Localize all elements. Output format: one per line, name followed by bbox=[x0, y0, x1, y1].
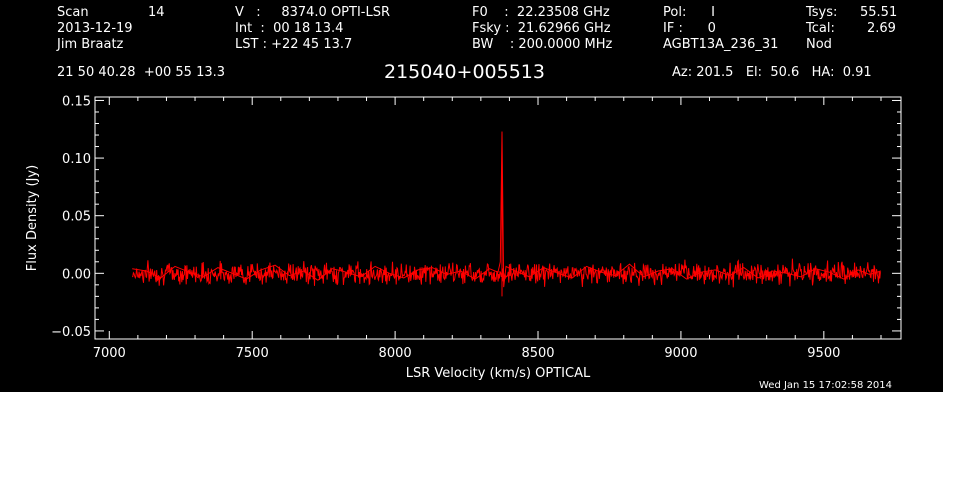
y-tick-label: −0.05 bbox=[51, 325, 91, 340]
x-tick-label: 9500 bbox=[807, 346, 840, 361]
x-tick-label: 7000 bbox=[93, 346, 126, 361]
source-coordinates: 21 50 40.28 +00 55 13.3 bbox=[57, 65, 226, 80]
project-id: AGBT13A_236_31 bbox=[663, 37, 779, 52]
pointing-info: Az: 201.5 El: 50.6 HA: 0.91 bbox=[672, 65, 872, 80]
velocity-line: V : 8374.0 OPTI-LSR bbox=[235, 5, 391, 20]
y-tick-label: 0.10 bbox=[62, 152, 91, 167]
tsys-label: Tsys: bbox=[806, 5, 838, 20]
y-tick-label: 0.15 bbox=[62, 94, 91, 109]
plot-timestamp: Wed Jan 15 17:02:58 2014 bbox=[759, 380, 893, 391]
rest-frequency-line: F0 : 22.23508 GHz bbox=[472, 5, 610, 20]
scan-label: Scan bbox=[57, 5, 89, 20]
x-tick-label: 8500 bbox=[521, 346, 554, 361]
observation-date: 2013-12-19 bbox=[57, 21, 133, 36]
y-tick-label: 0.00 bbox=[62, 267, 91, 282]
bandwidth-line: BW : 200.0000 MHz bbox=[472, 37, 613, 52]
spectrum-series-noise bbox=[131, 258, 881, 288]
observing-mode: Nod bbox=[806, 37, 832, 52]
polarization-line: Pol: I bbox=[663, 5, 715, 20]
observer-name: Jim Braatz bbox=[57, 37, 124, 52]
x-tick-label: 8000 bbox=[379, 346, 412, 361]
tsys-value: 55.51 bbox=[860, 5, 898, 20]
sky-frequency-line: Fsky : 21.62966 GHz bbox=[472, 21, 611, 36]
scan-value: 14 bbox=[148, 5, 165, 20]
plot-frame bbox=[94, 96, 902, 340]
x-tick-label: 7500 bbox=[236, 346, 269, 361]
if-line: IF : 0 bbox=[663, 21, 716, 36]
tcal-label: Tcal: bbox=[806, 21, 835, 36]
x-tick-label: 9000 bbox=[664, 346, 697, 361]
spectrum-series-trend bbox=[132, 131, 882, 288]
x-axis-label: LSR Velocity (km/s) OPTICAL bbox=[406, 366, 591, 381]
lst-line: LST : +22 45 13.7 bbox=[235, 37, 353, 52]
spectrum-chart: 7000 7500 8000 8500 9000 9500 −0.05 0.00 0.05 0.1… bbox=[25, 94, 902, 381]
y-tick-label: 0.05 bbox=[62, 210, 91, 225]
plot-panel: Scan 14 2013-12-19 Jim Braatz V : 8374.0… bbox=[0, 0, 943, 392]
source-name-title: 215040+005513 bbox=[384, 61, 545, 83]
integration-line: Int : 00 18 13.4 bbox=[235, 21, 344, 36]
y-axis-label: Flux Density (Jy) bbox=[25, 165, 40, 271]
tcal-value: 2.69 bbox=[867, 21, 896, 36]
